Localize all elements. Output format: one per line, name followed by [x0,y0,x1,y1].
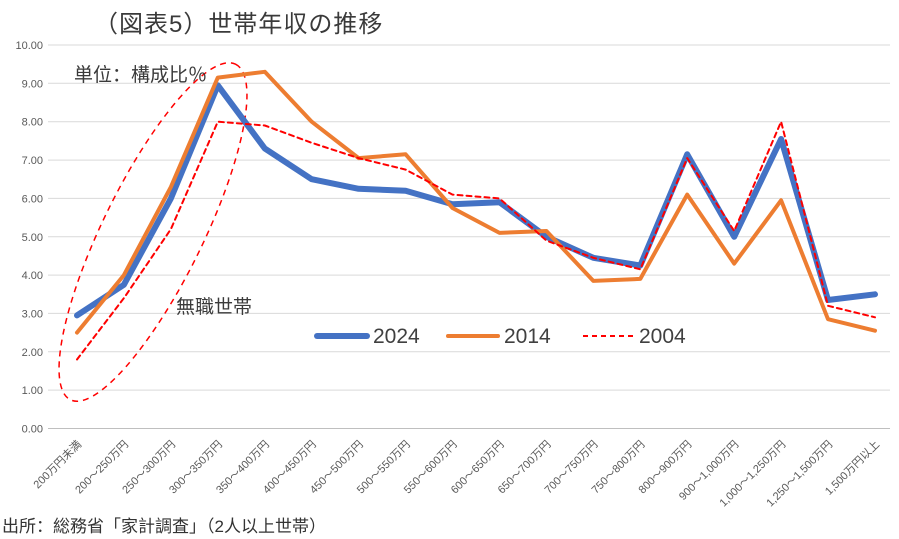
y-axis-label: 5.00 [22,232,43,244]
y-axis-label: 2.00 [22,347,43,359]
y-axis-label: 7.00 [22,155,43,167]
series-line-2004 [76,120,876,361]
unit-annotation: 単位：構成比％ [74,65,208,86]
legend-label-2004: 2004 [639,325,686,348]
legend-label-2014: 2014 [504,325,551,348]
y-axis-label: 1.00 [22,385,43,397]
source-note: 出所：総務省「家計調査」（2人以上世帯） [2,517,326,536]
x-axis-label: 200万円未満 [31,438,84,491]
y-axis-label: 6.00 [22,193,43,205]
series-line-2014 [75,69,877,335]
y-axis-label: 9.00 [22,78,43,90]
y-axis-label: 4.00 [22,270,43,282]
y-axis-label: 8.00 [22,117,43,129]
y-axis-label: 10.00 [15,40,43,52]
series-line-2024 [74,82,878,319]
chart-title: （図表5）世帯年収の推移 [94,11,384,38]
unemployed-households-ellipse [58,62,248,402]
legend-label-2024: 2024 [373,325,420,348]
y-axis-label: 0.00 [22,424,43,436]
y-axis-label: 3.00 [22,308,43,320]
ellipse-annotation-label: 無職世帯 [176,297,253,318]
